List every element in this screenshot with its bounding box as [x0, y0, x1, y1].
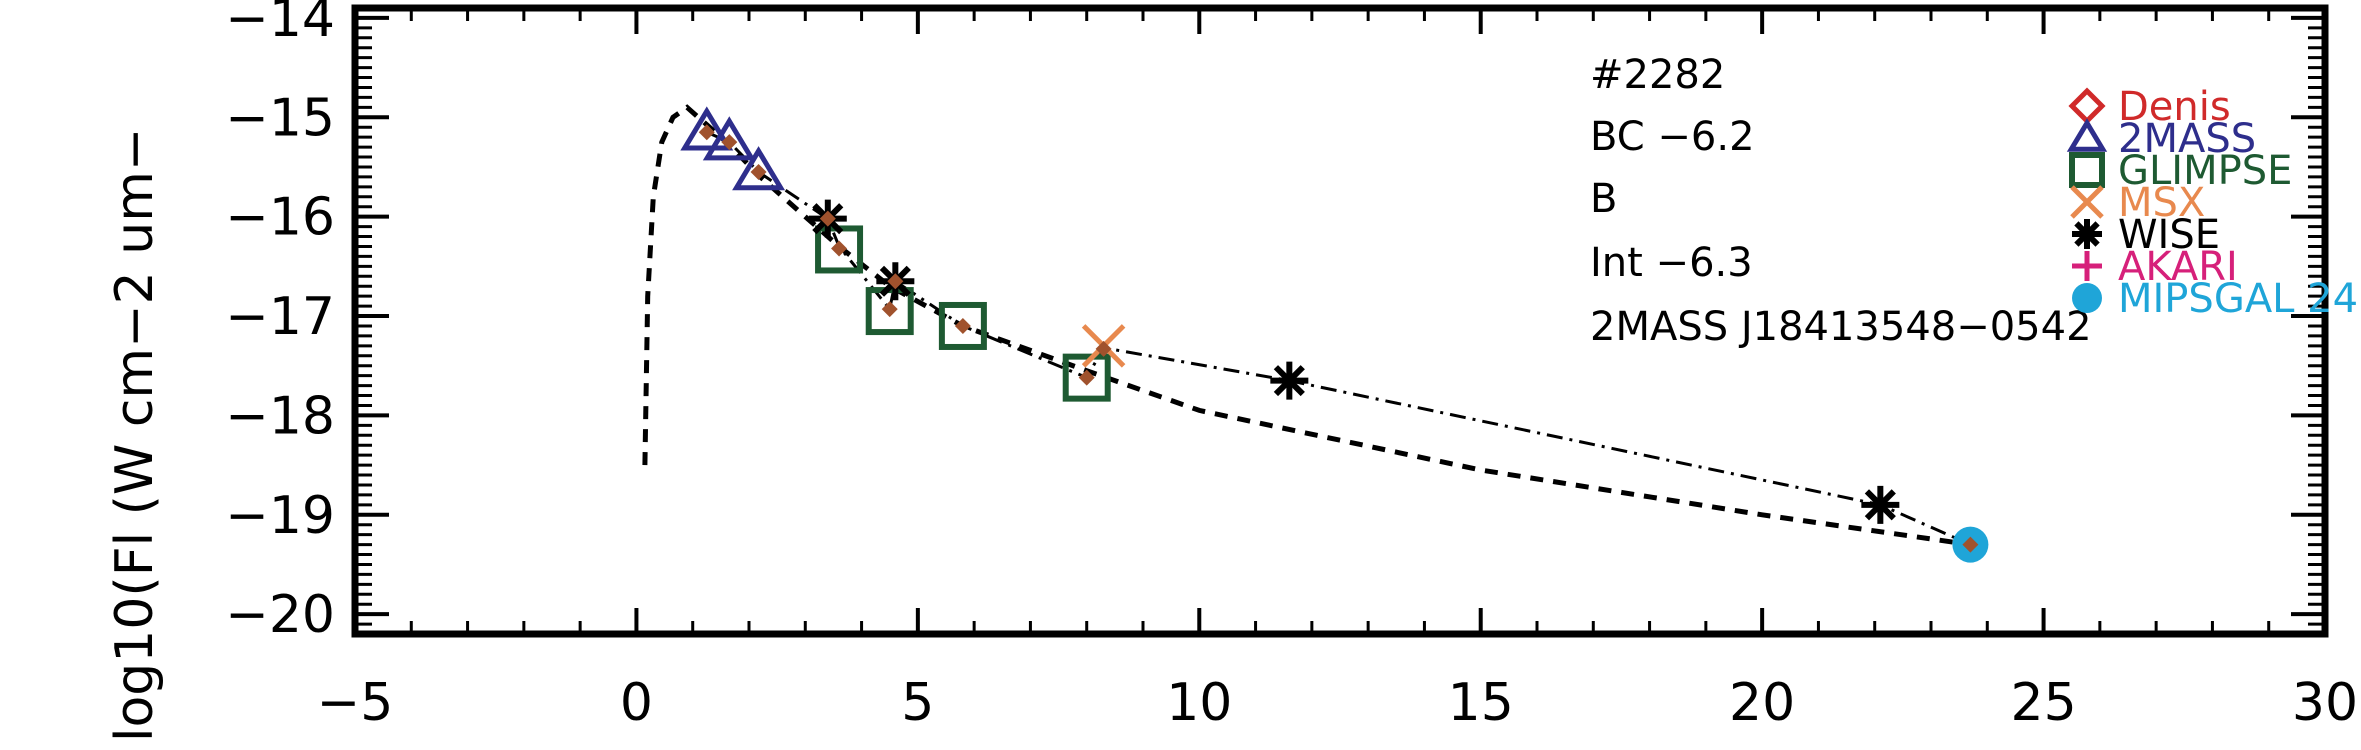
model-flux-point: [887, 273, 904, 290]
wise-point: [1270, 361, 1309, 400]
tick-labels: −5 0 5 10 15 20 25 30 −20 −19 −18 −17 −16 −15 −14: [225, 0, 2358, 733]
y-axis-title: log10(Fl (W cm−2 um−: [105, 128, 165, 742]
legend-wise-marker: [2072, 219, 2102, 249]
2mass-point: [702, 116, 756, 161]
x-tick-label: 25: [2010, 673, 2076, 733]
annotations: #2282 BC −6.2 B Int −6.3 2MASS J18413548…: [1590, 52, 2092, 350]
annotation-id: #2282: [1590, 52, 1725, 98]
legend-mipsgal-24-label: MIPSGAL 24: [2118, 276, 2358, 322]
2mass-point: [732, 146, 786, 191]
annotation-class: B: [1590, 176, 1617, 222]
x-tick-label: 0: [620, 673, 653, 733]
legend-akari-label: AKARI: [2118, 244, 2238, 290]
legend-msx-marker: [2070, 185, 2104, 219]
legend-denis-marker: [2068, 87, 2106, 125]
legend-2mass-marker: [2066, 118, 2108, 152]
model-flux-point: [881, 301, 898, 318]
model-flux-point: [698, 124, 715, 141]
y-tick-label: −19: [225, 486, 335, 546]
legend-wise-label: WISE: [2118, 212, 2220, 258]
legend-glimpse-marker: [2069, 152, 2105, 188]
legend-glimpse-label: GLIMPSE: [2118, 148, 2292, 194]
y-tick-label: −14: [225, 0, 335, 49]
model-flux-point: [721, 134, 738, 151]
model-flux-point: [1095, 340, 1112, 357]
legend-2mass-label: 2MASS: [2118, 116, 2256, 162]
x-tick-label: 10: [1166, 673, 1232, 733]
x-tick-label: −5: [317, 673, 394, 733]
model-flux-point: [750, 163, 767, 180]
x-tick-label: 15: [1448, 673, 1514, 733]
2mass-point: [680, 106, 734, 151]
y-tick-label: −17: [225, 287, 335, 347]
model-flux-point: [1078, 369, 1095, 386]
annotation-source-name: 2MASS J18413548−0542: [1590, 304, 2092, 350]
model-flux-point: [819, 210, 836, 227]
annotation-bc: BC −6.2: [1590, 114, 1755, 160]
y-tick-label: −18: [225, 386, 335, 446]
y-tick-label: −15: [225, 88, 335, 148]
y-tick-label: −16: [225, 188, 335, 248]
model-flux-point: [954, 317, 971, 334]
model-curve-dashed: [642, 104, 1971, 548]
annotation-int: Int −6.3: [1590, 240, 1753, 286]
data-points: [680, 106, 1989, 563]
y-tick-label: −20: [225, 585, 335, 645]
glimpse-point: [1062, 353, 1111, 402]
x-tick-label: 20: [1729, 673, 1795, 733]
glimpse-point: [938, 301, 987, 350]
legend-akari-marker: [2072, 251, 2102, 281]
legend-mipsgal-24-marker: [2072, 283, 2102, 313]
wise-point: [1861, 485, 1900, 524]
legend-msx-label: MSX: [2118, 180, 2205, 226]
model-flux-point: [831, 240, 848, 257]
legend-denis-label: Denis: [2118, 84, 2231, 130]
x-tick-label: 30: [2292, 673, 2358, 733]
model-flux-point: [1962, 536, 1979, 553]
x-tick-label: 5: [901, 673, 934, 733]
plot-frame: [351, 4, 2329, 638]
